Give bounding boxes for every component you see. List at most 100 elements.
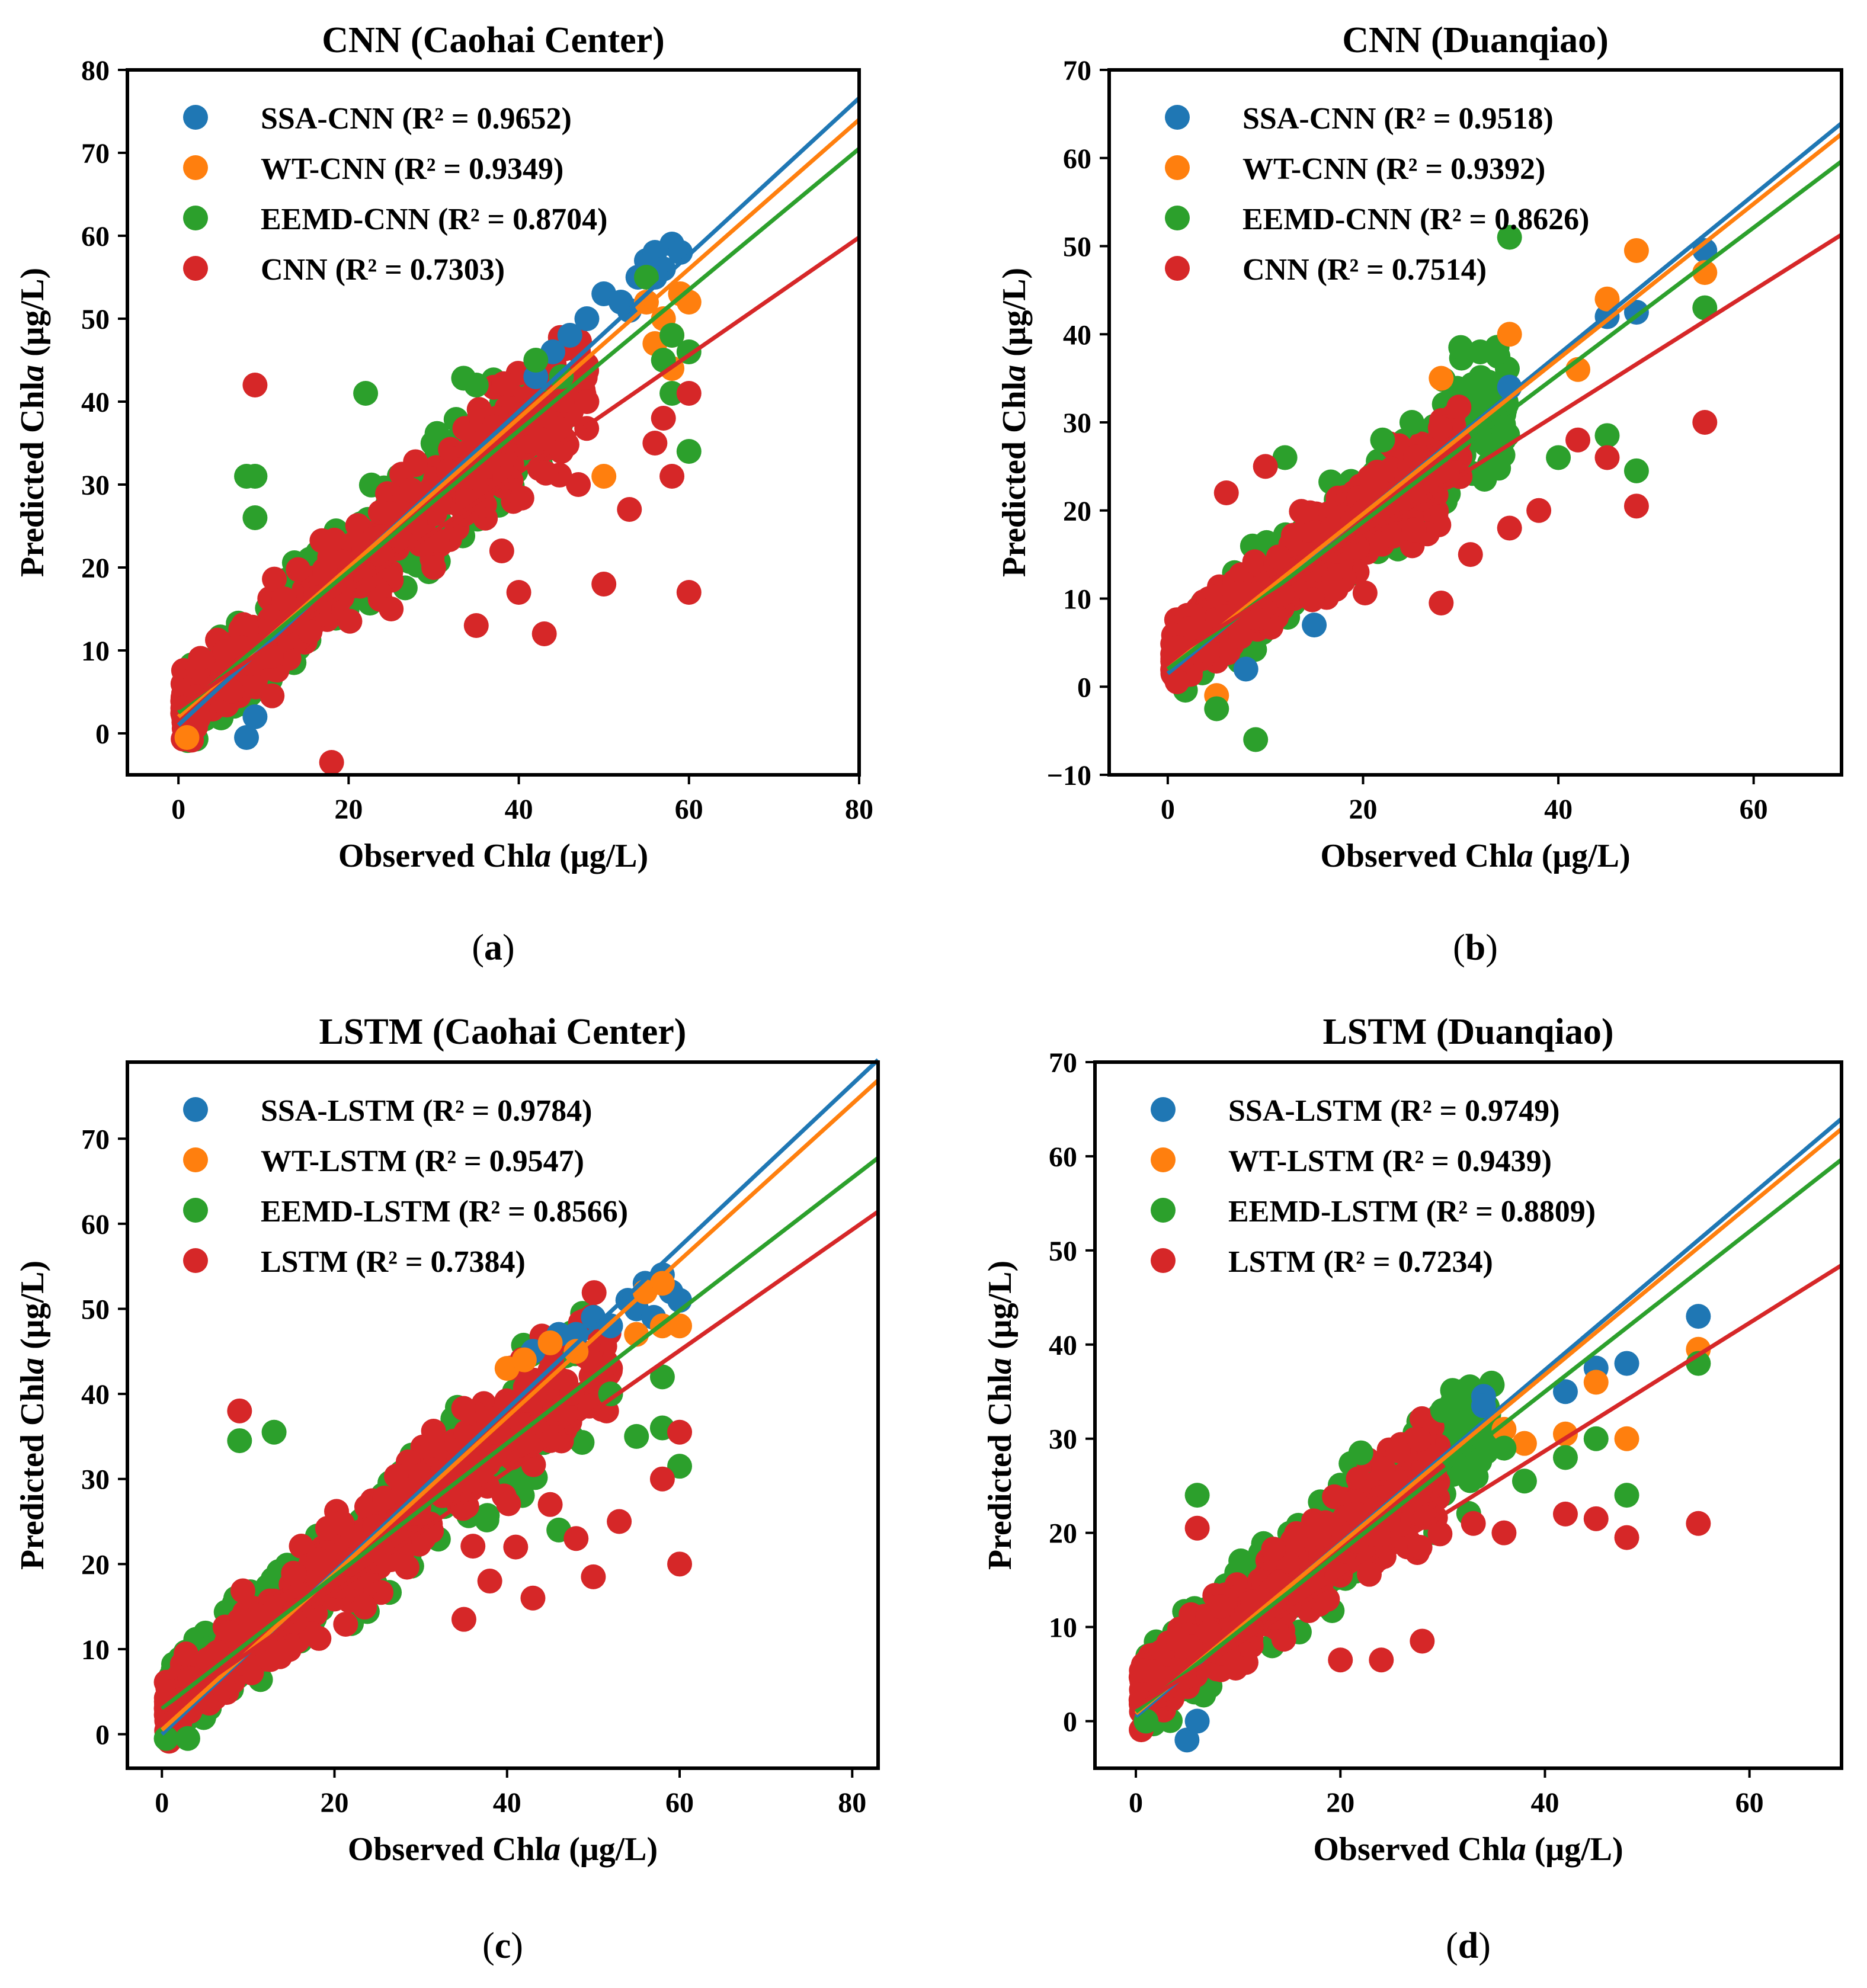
cloud-lstm bbox=[1128, 1406, 1453, 1743]
x-tick-label: 60 bbox=[1735, 1787, 1764, 1819]
cloud-point bbox=[455, 1468, 481, 1493]
data-point bbox=[227, 1428, 252, 1454]
data-point bbox=[1399, 410, 1424, 435]
cloud-point bbox=[297, 619, 323, 645]
data-point bbox=[617, 497, 642, 522]
cloud-point bbox=[1385, 1438, 1411, 1463]
data-point bbox=[1686, 1511, 1711, 1536]
legend: SSA-LSTM (R² = 0.9784) WT-LSTM (R² = 0.95… bbox=[183, 1094, 628, 1279]
y-tick-label: 10 bbox=[1049, 1612, 1077, 1644]
y-tick-label: 10 bbox=[81, 1634, 110, 1666]
data-point bbox=[489, 538, 514, 563]
data-point bbox=[1369, 1647, 1394, 1673]
cloud-point bbox=[1401, 517, 1427, 543]
series-lstm bbox=[227, 1398, 693, 1632]
fit-line-lstm bbox=[161, 1210, 880, 1715]
data-point bbox=[1243, 727, 1269, 752]
data-point bbox=[1623, 458, 1649, 483]
cloud-point bbox=[1370, 1456, 1396, 1482]
data-point bbox=[1692, 260, 1718, 286]
series-eemd-cnn bbox=[1204, 225, 1718, 752]
cloud-point bbox=[476, 1406, 501, 1431]
cloud-point bbox=[174, 1641, 199, 1666]
y-tick-label: 60 bbox=[1063, 143, 1091, 175]
y-tick-label: 0 bbox=[1063, 1707, 1077, 1738]
cloud-point bbox=[306, 1547, 331, 1572]
data-point bbox=[1497, 322, 1522, 347]
data-point bbox=[1497, 515, 1522, 541]
x-tick-label: 80 bbox=[845, 794, 873, 825]
data-point bbox=[537, 1492, 563, 1517]
legend-marker bbox=[183, 1147, 208, 1172]
data-point bbox=[242, 373, 268, 397]
x-tick-label: 0 bbox=[155, 1787, 169, 1819]
data-point bbox=[1583, 1506, 1609, 1531]
cloud-point bbox=[1477, 451, 1502, 476]
data-point bbox=[1511, 1468, 1537, 1494]
cloud-point bbox=[399, 477, 424, 503]
cloud-point bbox=[377, 501, 402, 526]
x-tick-label: 20 bbox=[321, 1787, 349, 1819]
legend-entry: SSA-CNN (R² = 0.9652) bbox=[261, 102, 572, 136]
fit-line-wt-cnn bbox=[1166, 132, 1843, 671]
data-point bbox=[659, 381, 685, 406]
data-point bbox=[649, 1466, 675, 1492]
cloud-point bbox=[1407, 1535, 1433, 1560]
data-point bbox=[1328, 1647, 1353, 1673]
series-cnn bbox=[242, 373, 702, 775]
cloud-point bbox=[352, 1594, 377, 1620]
data-point bbox=[1692, 295, 1718, 320]
y-axis-label: Predicted Chla (μg/L) bbox=[14, 1261, 51, 1570]
series-ssa-cnn bbox=[1233, 238, 1718, 682]
y-tick-label: 70 bbox=[1049, 1047, 1077, 1079]
data-point bbox=[1233, 656, 1258, 682]
cloud-point bbox=[391, 1477, 417, 1502]
legend-entry: EEMD-CNN (R² = 0.8626) bbox=[1242, 203, 1589, 236]
data-point bbox=[1614, 1483, 1639, 1508]
panel-b: 0 20 40 60 −10 0 10 20 30 40 50 60 70 CNN (Duanqiao) O… bbox=[996, 20, 1843, 968]
legend-marker bbox=[1165, 206, 1190, 230]
data-point bbox=[1440, 1389, 1466, 1414]
cloud-point bbox=[262, 566, 287, 592]
data-point bbox=[1468, 339, 1493, 364]
series-ssa-lstm bbox=[1174, 1304, 1711, 1753]
cloud-point bbox=[532, 405, 558, 431]
cloud-point bbox=[329, 1511, 355, 1536]
panel-letter: (b) bbox=[1453, 928, 1498, 968]
data-point bbox=[1272, 445, 1298, 470]
data-point bbox=[659, 464, 685, 489]
x-tick-label: 60 bbox=[665, 1787, 694, 1819]
chart-title: LSTM (Duanqiao) bbox=[1323, 1012, 1614, 1052]
data-point bbox=[1370, 427, 1395, 453]
cloud-point bbox=[1242, 549, 1267, 575]
cloud-point bbox=[286, 557, 311, 582]
fit-line-ssa-cnn bbox=[177, 97, 861, 727]
cloud-point bbox=[1226, 581, 1252, 606]
data-point bbox=[667, 1419, 693, 1445]
fit-line-wt-lstm bbox=[160, 1079, 880, 1732]
chart-title: CNN (Duanqiao) bbox=[1342, 20, 1609, 60]
y-tick-label: 60 bbox=[81, 1209, 110, 1240]
y-tick-label: 20 bbox=[81, 553, 110, 584]
cloud-point bbox=[1164, 669, 1190, 695]
data-point bbox=[1692, 410, 1718, 435]
data-point bbox=[463, 613, 489, 638]
cloud-point bbox=[509, 485, 534, 511]
data-point bbox=[1348, 1440, 1373, 1466]
data-point bbox=[1546, 445, 1571, 470]
cloud-point bbox=[219, 678, 245, 704]
cloud-point bbox=[372, 1485, 398, 1511]
x-tick-label: 0 bbox=[171, 794, 185, 825]
cloud-point bbox=[491, 371, 517, 396]
legend-entry: WT-LSTM (R² = 0.9439) bbox=[1228, 1144, 1552, 1178]
data-point bbox=[1565, 427, 1591, 453]
cloud-point bbox=[550, 388, 576, 413]
legend: SSA-CNN (R² = 0.9652) WT-CNN (R² = 0.9349… bbox=[183, 102, 607, 287]
fit-line-wt-lstm bbox=[1134, 1127, 1843, 1716]
cloud-point bbox=[475, 1503, 500, 1528]
y-tick-label: 0 bbox=[95, 1720, 110, 1751]
panel-d: 0 20 40 60 0 10 20 30 40 50 60 70 LSTM (Duanqiao) Obs… bbox=[982, 1012, 1843, 1966]
cloud-point bbox=[1427, 1521, 1453, 1547]
data-point bbox=[477, 1569, 502, 1594]
legend-marker bbox=[1151, 1147, 1176, 1172]
